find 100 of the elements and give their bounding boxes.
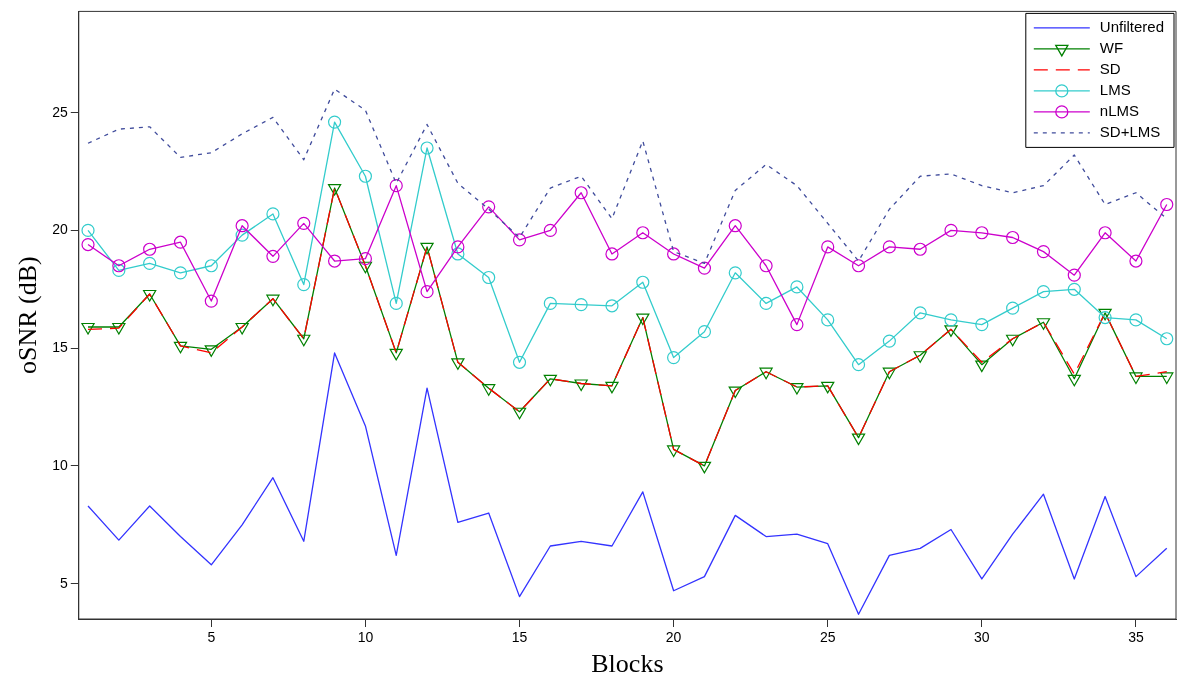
legend-label: nLMS <box>1099 102 1139 120</box>
point <box>81 322 95 335</box>
point <box>667 350 681 365</box>
point <box>266 249 280 263</box>
point <box>451 240 465 254</box>
point <box>1098 226 1112 240</box>
point <box>327 254 342 268</box>
point <box>636 226 650 240</box>
point <box>204 294 218 308</box>
point <box>1129 372 1143 385</box>
point <box>574 186 588 200</box>
point <box>790 280 804 294</box>
point <box>1067 268 1081 282</box>
point <box>851 259 866 273</box>
point <box>1129 254 1143 268</box>
point <box>1098 308 1112 321</box>
point <box>666 445 681 458</box>
point <box>543 223 557 238</box>
point <box>81 223 95 238</box>
point <box>790 318 804 332</box>
point <box>266 294 280 307</box>
point <box>143 289 157 302</box>
point <box>913 242 927 256</box>
point <box>235 322 249 335</box>
point <box>389 348 403 361</box>
point <box>1160 197 1174 212</box>
y-axis-title: oSNR (dB) <box>13 256 43 375</box>
point <box>451 358 465 370</box>
y-tick-label: 25 <box>52 103 68 120</box>
point <box>173 235 188 249</box>
point <box>204 345 218 357</box>
point <box>543 374 557 387</box>
point <box>759 367 773 380</box>
point <box>204 259 218 273</box>
point <box>235 228 249 242</box>
point <box>605 299 619 313</box>
point <box>821 240 835 254</box>
point <box>1006 230 1020 245</box>
point <box>1036 318 1051 330</box>
point <box>173 266 188 280</box>
point <box>297 216 311 230</box>
point <box>1129 313 1143 327</box>
point <box>667 247 681 261</box>
point <box>327 115 342 129</box>
point <box>81 237 95 252</box>
point <box>266 207 280 221</box>
point <box>1160 332 1174 346</box>
point <box>821 381 835 394</box>
point <box>112 322 126 335</box>
point <box>543 296 557 311</box>
point <box>420 242 434 255</box>
point <box>975 360 989 373</box>
point <box>389 296 403 311</box>
point <box>143 256 157 270</box>
point <box>790 382 804 395</box>
point <box>297 334 311 347</box>
point <box>851 358 866 372</box>
point <box>327 183 342 196</box>
point <box>882 367 897 380</box>
point <box>1160 372 1174 385</box>
point <box>420 285 434 299</box>
point <box>173 341 188 354</box>
point <box>913 306 927 320</box>
point <box>605 247 619 261</box>
point <box>112 259 126 273</box>
point <box>1067 374 1081 387</box>
x-axis-title: Blocks <box>591 649 664 679</box>
point <box>574 379 588 392</box>
point <box>851 433 866 446</box>
point <box>728 219 742 233</box>
point <box>235 219 249 233</box>
point <box>944 313 958 327</box>
point <box>697 461 712 474</box>
point <box>1036 285 1051 299</box>
point <box>975 226 989 240</box>
x-tick-label: 15 <box>511 629 528 646</box>
point <box>358 261 373 274</box>
x-tick-label: 20 <box>665 629 682 646</box>
x-tick-label: 35 <box>1128 629 1144 646</box>
point <box>512 355 527 369</box>
legend-label: Unfiltered <box>1099 18 1165 36</box>
point <box>882 240 896 254</box>
point <box>728 266 742 280</box>
point <box>1005 334 1020 347</box>
point <box>605 381 619 394</box>
point <box>358 252 373 266</box>
point <box>297 277 311 292</box>
point <box>636 313 650 326</box>
legend-label: WF <box>1099 39 1124 57</box>
point <box>143 242 157 256</box>
y-tick-label: 15 <box>52 339 68 356</box>
point <box>482 384 496 396</box>
point <box>1067 282 1081 296</box>
y-tick-label: 10 <box>52 456 68 473</box>
point <box>482 270 496 285</box>
point <box>112 263 126 278</box>
point <box>512 233 527 247</box>
point <box>821 313 835 327</box>
point <box>574 298 588 312</box>
x-tick-label: 5 <box>207 629 216 646</box>
